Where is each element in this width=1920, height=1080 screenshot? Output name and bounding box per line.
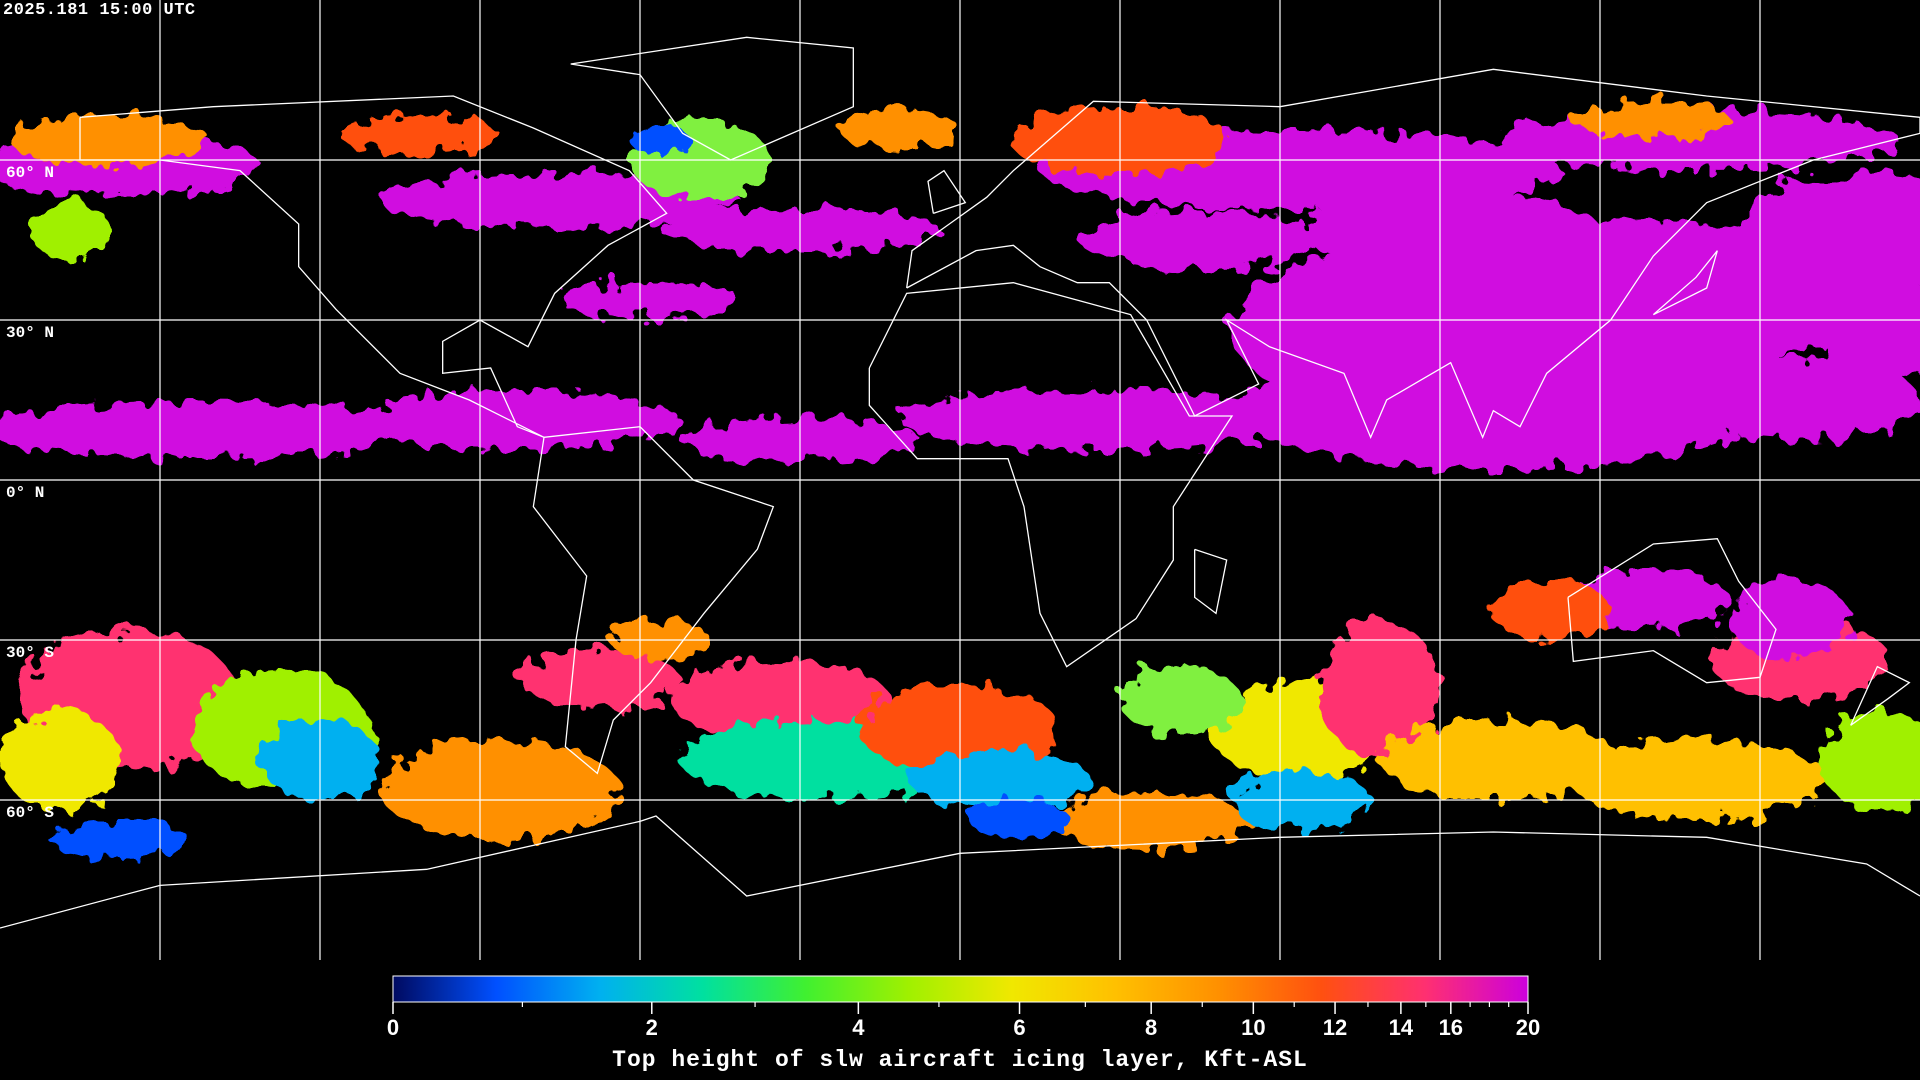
cloud-region [1120, 665, 1240, 735]
cloud-region [10, 115, 210, 165]
coastline [927, 169, 967, 214]
cloud-region [900, 390, 1300, 450]
lat-lon-grid [0, 0, 1920, 960]
lat-label-0n: 0° N [6, 484, 45, 502]
cloud-region [910, 750, 1090, 810]
colorbar-tick-label: 8 [1145, 1015, 1157, 1040]
cloud-region [1300, 190, 1600, 270]
cloud-region [1570, 570, 1730, 630]
cloud-region [1740, 180, 1860, 340]
cloud-region [1570, 740, 1830, 820]
cloud-region [1080, 210, 1320, 270]
coastline [79, 95, 668, 438]
coastlines [0, 36, 1920, 929]
lat-label-30n: 30° N [6, 324, 55, 342]
cloud-region [340, 115, 500, 155]
coastline [1194, 548, 1228, 615]
colorbar-tick-label: 16 [1439, 1015, 1463, 1040]
cloud-region [0, 402, 420, 458]
cloud-region [1050, 790, 1250, 850]
colorbar-title: Top height of slw aircraft icing layer, … [612, 1047, 1308, 1073]
cloud-region [840, 110, 960, 150]
coastline [906, 68, 1920, 440]
cloud-region [0, 710, 120, 810]
cloud-region [630, 125, 690, 155]
colorbar-tick-label: 12 [1323, 1015, 1347, 1040]
coastline [1850, 665, 1911, 726]
cloud-region [1490, 580, 1610, 640]
coastline [1652, 250, 1718, 316]
cloud-region [30, 200, 110, 260]
cloud-region [970, 800, 1070, 840]
colorbar-tick-label: 0 [387, 1015, 399, 1040]
colorbar-gradient [392, 975, 1529, 1003]
coastline [570, 36, 854, 161]
cloud-region [1730, 580, 1850, 660]
lat-label-30s: 30° S [6, 644, 55, 662]
colorbar: 0 2 4 6 8 10 12 14 16 20 [387, 975, 1540, 1040]
colorbar-tick-label: 6 [1013, 1015, 1025, 1040]
colorbar-tick-label: 10 [1241, 1015, 1265, 1040]
cloud-region [1570, 102, 1730, 138]
colorbar-tick-label: 2 [646, 1015, 658, 1040]
cloud-region [1320, 620, 1440, 760]
timestamp: 2025.181 15:00 UTC [3, 1, 196, 20]
cloud-region [670, 660, 890, 740]
cloud-region [360, 390, 680, 450]
coastline [0, 815, 1920, 929]
colorbar-tick-label: 14 [1389, 1015, 1414, 1040]
cloud-region [380, 740, 620, 840]
lat-label-60s: 60° S [6, 804, 55, 822]
cloud-region [560, 282, 740, 318]
cloud-region [1820, 710, 1920, 810]
coastline [868, 282, 1234, 668]
cloud-region [50, 822, 190, 858]
lat-label-60n: 60° N [6, 164, 55, 182]
coastline [1567, 537, 1777, 684]
colorbar-tick-label: 4 [852, 1015, 865, 1040]
coastline [532, 425, 775, 775]
icing-cloud-layer [0, 102, 1920, 858]
colorbar-tick-label: 20 [1516, 1015, 1540, 1040]
world-map [0, 0, 1920, 960]
